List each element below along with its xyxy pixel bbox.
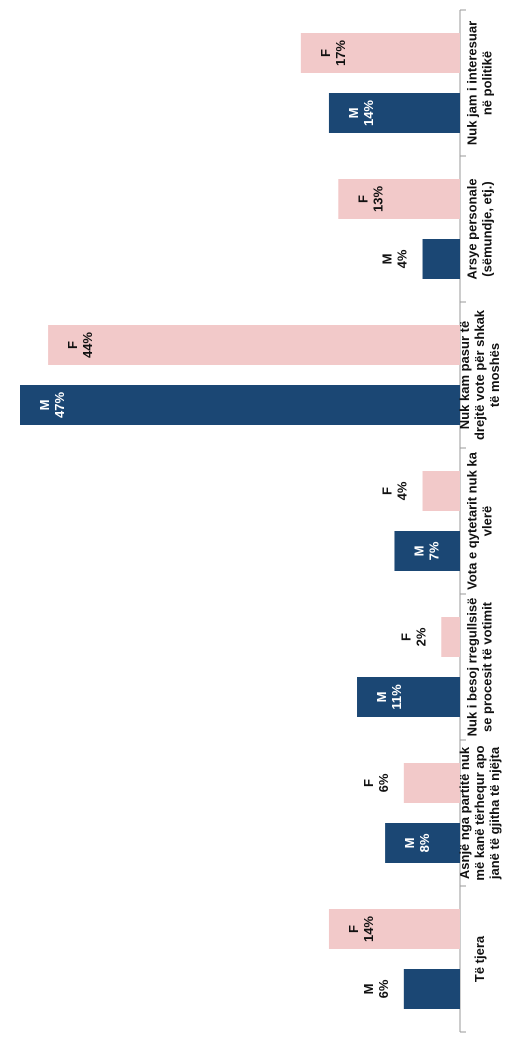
category-label-6: Të tjera (472, 935, 487, 982)
bar-f-0 (300, 33, 460, 73)
chart-marks (20, 9, 466, 1033)
data-label-f-0: F17% (318, 40, 348, 66)
bar-f-6 (328, 909, 460, 949)
category-label-1: Arsye personale(sëmundje, etj.) (465, 178, 495, 279)
bar-m-5 (385, 823, 460, 863)
data-label-m-6: M6% (361, 979, 391, 998)
data-label-m-0: M14% (346, 100, 376, 126)
bar-m-6 (403, 969, 460, 1009)
bar-m-2 (20, 385, 460, 425)
bar-m-1 (422, 239, 460, 279)
data-label-f-3: F4% (380, 481, 410, 500)
bar-f-2 (48, 325, 460, 365)
category-label-3: Vota e qytetarit nuk kavlerë (465, 451, 495, 590)
bar-m-3 (394, 531, 460, 571)
chart-labels: F17% M14% Nuk jam i interesuarnë politikë F… (37, 21, 502, 999)
bar-f-1 (338, 179, 460, 219)
bar-f-3 (422, 471, 460, 511)
bar-m-0 (328, 93, 460, 133)
data-label-m-1: M4% (380, 249, 410, 268)
bar-f-4 (441, 617, 460, 657)
category-label-2: Nuk kam pasur tëdrejtë vote për shkaktë … (457, 309, 502, 440)
data-label-f-4: F2% (398, 627, 428, 646)
data-label-f-2: F44% (65, 332, 95, 358)
bar-m-4 (357, 677, 460, 717)
data-label-f-5: F6% (361, 773, 391, 792)
data-label-m-3: M7% (411, 541, 441, 560)
data-label-f-1: F13% (355, 186, 385, 212)
category-label-4: Nuk i besoj rregullsisëse procesit të vo… (465, 598, 495, 737)
data-label-f-6: F14% (346, 916, 376, 942)
data-label-m-5: M8% (402, 833, 432, 852)
category-label-0: Nuk jam i interesuarnë politikë (465, 21, 495, 145)
data-label-m-4: M11% (374, 684, 404, 710)
bar-f-5 (403, 763, 460, 803)
data-label-m-2: M47% (37, 392, 67, 418)
category-label-5: Asnjë nga partitë nukmë kanë tërhequr ap… (457, 745, 502, 880)
